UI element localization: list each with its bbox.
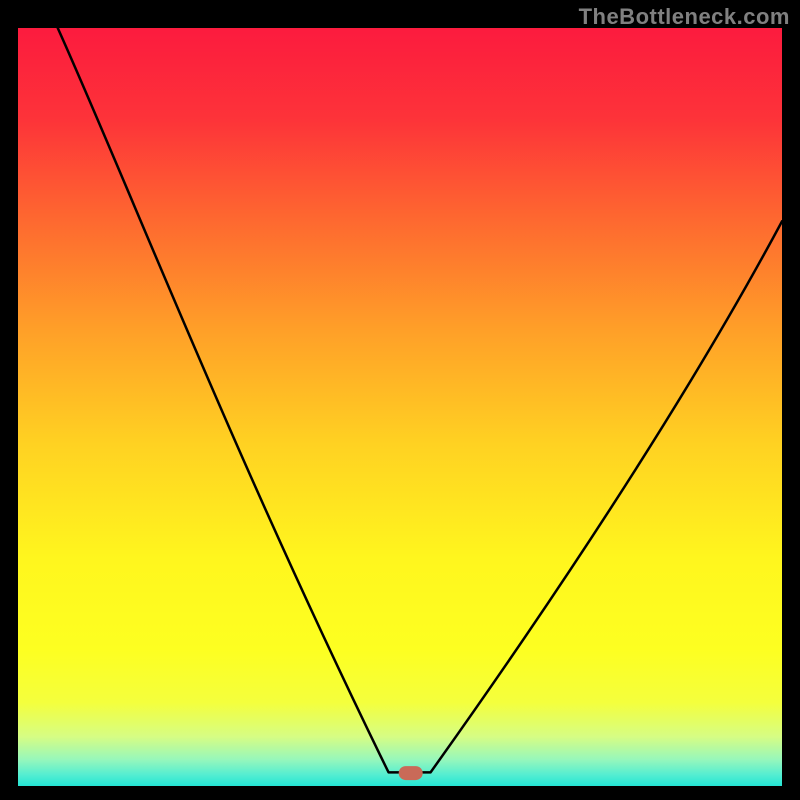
chart-stage: TheBottleneck.com [0,0,800,800]
plot-area [18,28,782,786]
chart-background [18,28,782,786]
chart-svg [18,28,782,786]
minimum-marker [399,766,423,780]
watermark-text: TheBottleneck.com [579,4,790,30]
